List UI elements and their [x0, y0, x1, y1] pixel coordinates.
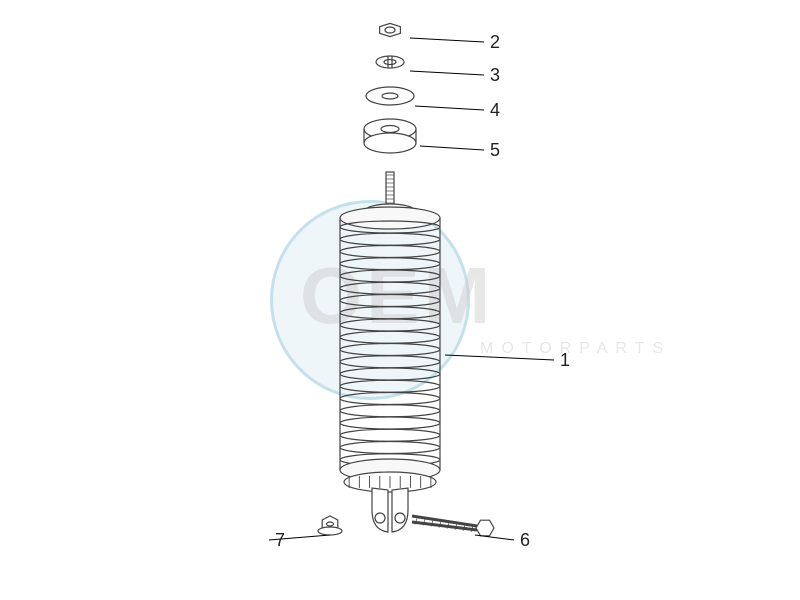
diagram-canvas: OEM MOTORPARTS 1234567	[0, 0, 800, 600]
part-ref-2: 2	[490, 32, 500, 53]
part-ref-6: 6	[520, 530, 530, 551]
part-ref-4: 4	[490, 100, 500, 121]
part-ref-5: 5	[490, 140, 500, 161]
parts-drawing	[0, 0, 800, 600]
part-ref-1: 1	[560, 350, 570, 371]
part-ref-3: 3	[490, 65, 500, 86]
part-ref-7: 7	[275, 530, 285, 551]
